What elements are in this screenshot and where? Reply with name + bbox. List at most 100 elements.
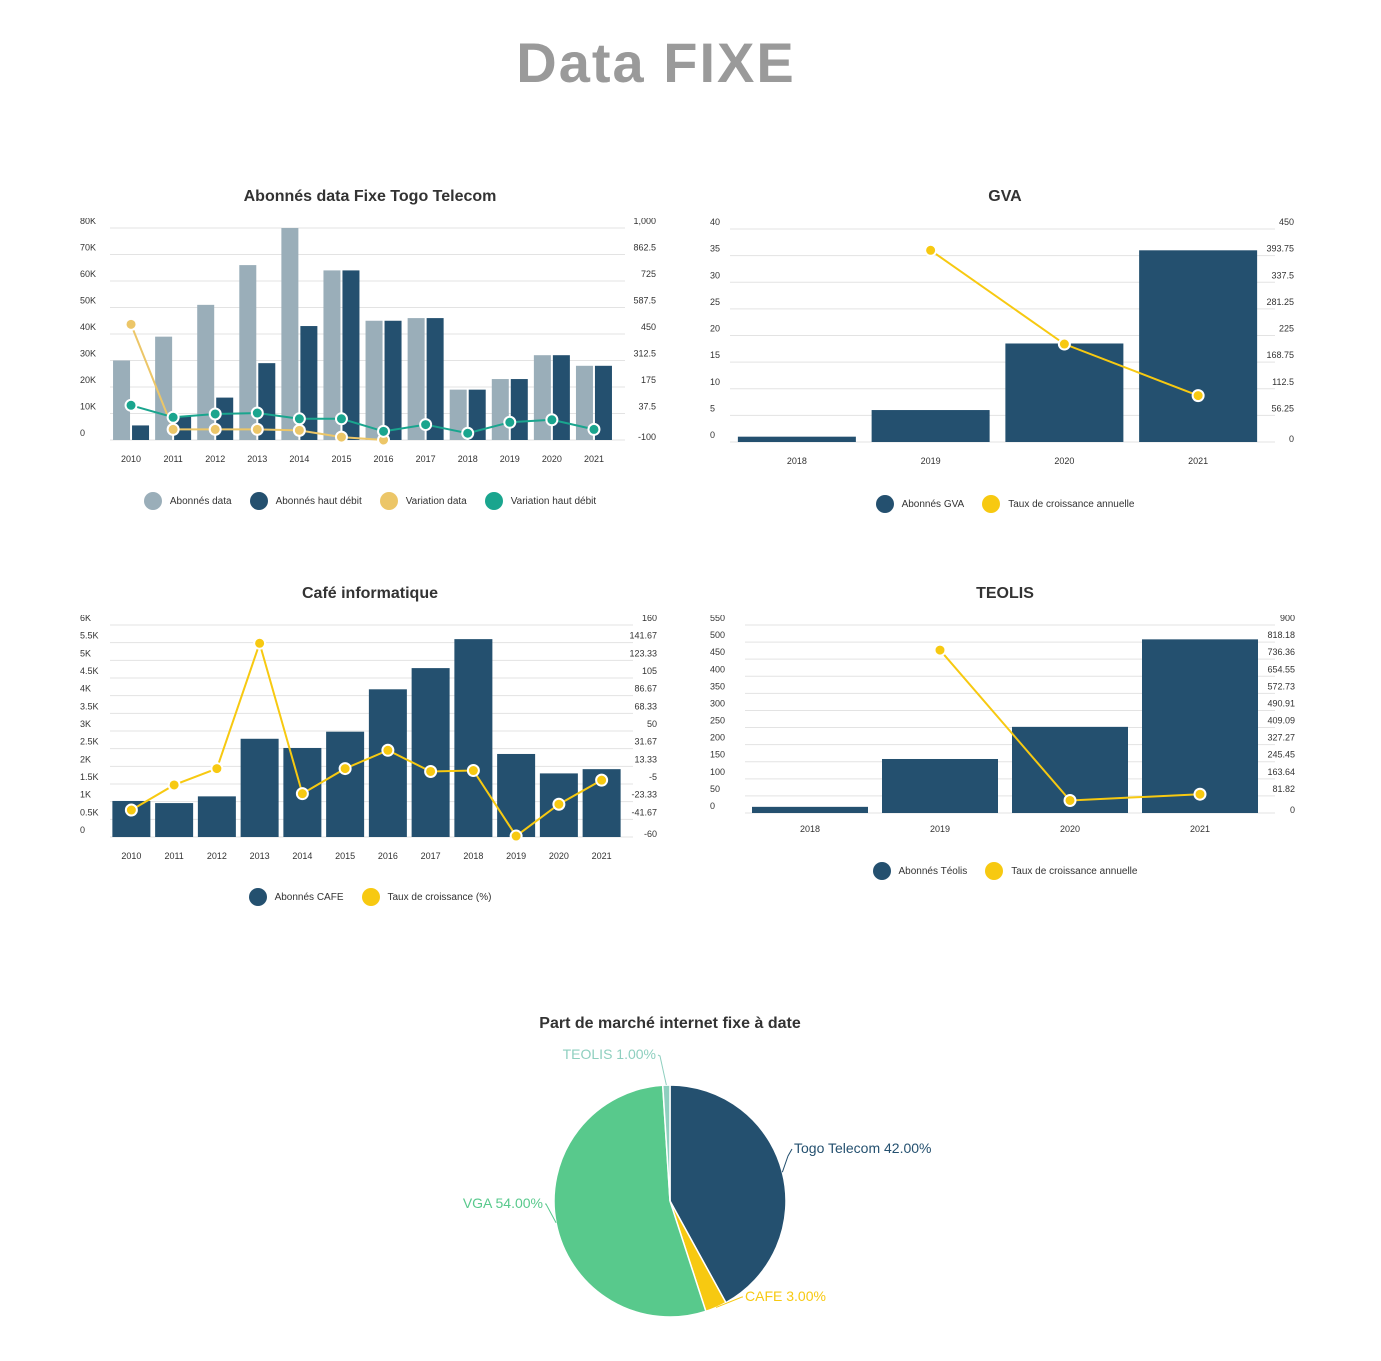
y-tick-left: 400 — [710, 664, 725, 674]
y-tick-right: 81.82 — [1272, 784, 1295, 794]
bar — [533, 355, 551, 440]
bar — [132, 425, 150, 440]
y-tick-left: 15 — [710, 350, 720, 360]
y-tick-right: 141.67 — [629, 631, 657, 641]
y-tick-left: 350 — [710, 681, 725, 691]
y-tick-right: 168.75 — [1266, 350, 1294, 360]
bar — [510, 379, 528, 440]
legend-item[interactable]: Taux de croissance (%) — [361, 888, 491, 906]
bar — [552, 355, 570, 440]
y-tick-right: 572.73 — [1267, 681, 1295, 691]
legend-item[interactable]: Taux de croissance annuelle — [985, 862, 1137, 880]
y-tick-right: 160 — [642, 615, 657, 623]
y-tick-left: 5K — [80, 648, 91, 658]
chart-title: GVA — [988, 188, 1022, 205]
pie-slice — [669, 1084, 787, 1304]
pie-label: CAFE 3.00% — [745, 1288, 826, 1304]
y-tick-right: 0 — [1289, 434, 1294, 444]
legend-item[interactable]: Abonnés haut débit — [249, 492, 362, 510]
bar — [575, 365, 593, 440]
legend-item[interactable]: Abonnés GVA — [875, 495, 964, 513]
legend-label: Abonnés CAFE — [274, 891, 344, 903]
y-tick-left: 3K — [80, 719, 91, 729]
gva-chart: GVA 40 35 30 25 20 15 10 5 0 450 393.75 337.5 281.25… — [700, 188, 1310, 528]
y-tick-right: 50 — [647, 719, 657, 729]
data-point — [595, 773, 609, 787]
bar — [491, 379, 509, 440]
y-tick-left: 1.5K — [80, 772, 99, 782]
legend-item[interactable]: Abonnés data — [143, 492, 232, 510]
bar — [411, 668, 450, 837]
data-point — [381, 743, 395, 757]
y-tick-left: 4K — [80, 684, 91, 694]
x-tick: 2010 — [121, 851, 141, 861]
pie-leader-line — [715, 1296, 743, 1308]
y-tick-left: 0 — [710, 430, 715, 440]
y-tick-right: 225 — [1279, 324, 1294, 334]
data-point — [167, 778, 181, 792]
legend-item[interactable]: Abonnés CAFE — [248, 888, 344, 906]
chart-legend: Abonnés GVA Taux de croissance annuelle — [700, 495, 1310, 513]
bar — [454, 639, 493, 837]
y-tick-left: 0 — [710, 801, 715, 811]
y-tick-right: 245.45 — [1267, 750, 1295, 760]
y-tick-right: 68.33 — [634, 701, 657, 711]
x-tick: 2018 — [800, 824, 820, 834]
legend-label: Abonnés data — [169, 495, 232, 507]
y-tick-left: 0 — [80, 428, 85, 438]
y-tick-right: 490.91 — [1267, 698, 1295, 708]
y-tick-left: 30K — [80, 349, 96, 359]
series-line — [130, 404, 595, 435]
x-tick: 2012 — [207, 851, 227, 861]
y-tick-right: 31.67 — [634, 737, 657, 747]
togo-chart: Abonnés data Fixe Togo Telecom 80K 70K 60K… — [70, 188, 670, 528]
legend-label: Variation data — [405, 495, 467, 507]
legend-item[interactable]: Variation haut débit — [484, 492, 596, 510]
data-point — [933, 643, 947, 657]
data-point — [250, 406, 264, 420]
x-tick: 2020 — [1054, 456, 1074, 466]
bar — [1139, 250, 1258, 442]
data-point — [208, 422, 222, 436]
x-tick: 2014 — [289, 454, 309, 464]
bar — [155, 803, 194, 837]
x-tick: 2019 — [506, 851, 526, 861]
y-tick-right: 105 — [642, 666, 657, 676]
data-point — [124, 398, 138, 412]
x-tick: 2015 — [331, 454, 351, 464]
y-tick-left: 20K — [80, 375, 96, 385]
y-tick-right: 37.5 — [638, 402, 656, 412]
y-tick-left: 5.5K — [80, 631, 99, 641]
data-point — [503, 415, 517, 429]
legend-label: Taux de croissance annuelle — [1011, 865, 1138, 877]
x-tick: 2021 — [584, 454, 604, 464]
x-tick: 2010 — [121, 454, 141, 464]
legend-item[interactable]: Variation data — [379, 492, 467, 510]
legend-item[interactable]: Abonnés Téolis — [872, 862, 967, 880]
data-point — [295, 787, 309, 801]
y-tick-left: 450 — [710, 647, 725, 657]
y-tick-left: 0.5K — [80, 807, 99, 817]
bar — [737, 436, 856, 442]
series-line — [130, 639, 603, 838]
chart-legend: Abonnés Téolis Taux de croissance annuell… — [700, 862, 1310, 880]
data-point — [587, 422, 601, 436]
x-tick: 2020 — [1060, 824, 1080, 834]
chart-title: Café informatique — [301, 585, 438, 602]
data-point — [1063, 793, 1077, 807]
legend-swatch-icon — [875, 495, 894, 513]
bar — [258, 363, 276, 440]
y-tick-left: 80K — [80, 218, 96, 226]
bar — [281, 228, 299, 440]
y-tick-right: 281.25 — [1266, 297, 1294, 307]
legend-item[interactable]: Taux de croissance annuelle — [982, 495, 1134, 513]
y-tick-right: 587.5 — [633, 296, 656, 306]
bar — [323, 270, 341, 440]
y-tick-right: 818.18 — [1267, 630, 1295, 640]
y-tick-left: 3.5K — [80, 701, 99, 711]
y-tick-right: 312.5 — [633, 349, 656, 359]
y-tick-right: -5 — [649, 772, 657, 782]
cafe-chart: Café informatique 6K 5.5K 5K 4.5K 4K 3.5K 3K 2.… — [70, 585, 670, 925]
bar — [1005, 343, 1124, 442]
data-point — [338, 762, 352, 776]
